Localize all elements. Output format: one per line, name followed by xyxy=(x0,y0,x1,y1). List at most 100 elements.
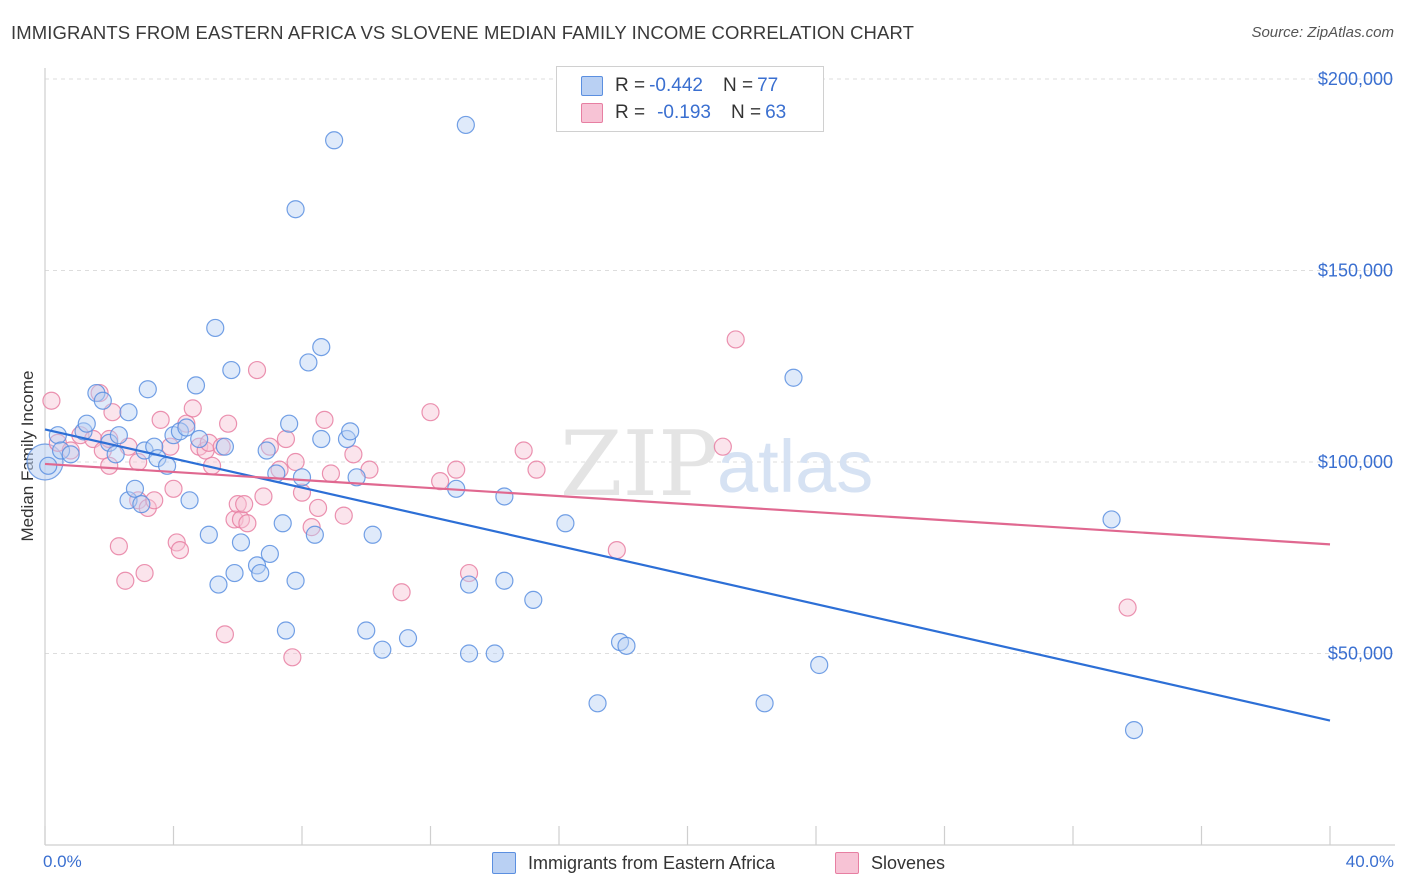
data-point xyxy=(254,487,273,506)
data-point xyxy=(116,571,135,590)
data-point xyxy=(524,590,543,609)
data-point xyxy=(100,456,119,475)
y-tick-label: $200,000 xyxy=(1318,69,1393,89)
data-point xyxy=(177,418,196,437)
data-point xyxy=(39,456,58,475)
data-point xyxy=(308,498,328,518)
data-point xyxy=(713,437,732,456)
data-point xyxy=(495,571,514,590)
data-point xyxy=(42,391,61,410)
data-point xyxy=(286,452,305,472)
data-point xyxy=(280,414,299,433)
data-point xyxy=(312,429,331,449)
data-point xyxy=(225,563,244,583)
data-point xyxy=(459,575,479,594)
data-point xyxy=(251,563,270,583)
data-point xyxy=(305,525,324,544)
legend-row-blue: R = -0.442 N = 77 xyxy=(581,74,778,98)
data-point xyxy=(257,441,276,460)
n-label: N = xyxy=(730,102,762,123)
r-label: R = xyxy=(615,102,646,123)
data-point xyxy=(421,403,440,422)
data-point xyxy=(325,131,344,150)
pink-swatch xyxy=(581,103,603,123)
data-point xyxy=(334,506,353,525)
data-point xyxy=(61,441,80,460)
data-point xyxy=(312,338,331,357)
data-point xyxy=(1124,720,1144,740)
data-point xyxy=(215,437,234,456)
data-point xyxy=(588,694,607,713)
data-point xyxy=(810,655,829,675)
data-point xyxy=(514,441,533,460)
data-point xyxy=(222,360,241,380)
n-label: N = xyxy=(722,75,754,96)
trend-line xyxy=(44,462,1331,546)
data-point xyxy=(132,495,151,514)
data-point xyxy=(344,445,363,464)
y-tick-label: $50,000 xyxy=(1328,644,1393,664)
data-point xyxy=(228,495,247,514)
x-tick-min: 0.0% xyxy=(43,852,82,871)
data-point xyxy=(77,414,96,433)
data-point xyxy=(48,426,67,445)
data-point xyxy=(447,460,466,479)
data-point xyxy=(164,479,183,498)
data-point xyxy=(180,491,199,510)
data-point xyxy=(125,479,145,498)
data-point xyxy=(726,330,745,349)
chart-title: IMMIGRANTS FROM EASTERN AFRICA VS SLOVEN… xyxy=(11,22,914,43)
cluster-point xyxy=(26,443,64,481)
data-point xyxy=(109,426,128,445)
blue-swatch xyxy=(581,76,603,96)
data-point xyxy=(276,429,296,449)
data-point xyxy=(260,544,279,564)
data-point xyxy=(209,575,228,594)
data-point xyxy=(106,445,125,464)
data-point xyxy=(61,445,80,464)
data-point xyxy=(199,525,218,544)
watermark-atlas: atlas xyxy=(717,425,873,508)
x-tick-max: 40.0% xyxy=(1345,852,1394,871)
r-value: -0.442 xyxy=(649,75,703,96)
data-point xyxy=(109,537,128,556)
data-point xyxy=(347,468,366,487)
data-point xyxy=(321,464,341,483)
data-point xyxy=(755,694,774,713)
data-point xyxy=(235,495,254,514)
r-label: R = xyxy=(615,75,646,96)
correlation-legend: R = -0.442 N = 77 R = -0.193 N = 63 xyxy=(556,66,824,132)
data-point xyxy=(276,621,296,640)
data-point xyxy=(247,360,267,380)
data-point xyxy=(398,629,418,648)
data-point xyxy=(292,468,312,487)
data-point xyxy=(183,399,202,418)
n-value: 63 xyxy=(765,102,787,123)
data-point xyxy=(206,318,225,338)
data-point xyxy=(341,422,360,441)
legend-item-slovenes: Slovenes xyxy=(835,852,945,874)
y-tick-label: $100,000 xyxy=(1318,452,1393,472)
data-point xyxy=(1118,598,1137,617)
r-value: -0.193 xyxy=(657,102,711,123)
data-point xyxy=(286,200,305,219)
pink-swatch xyxy=(835,852,859,874)
data-point xyxy=(784,368,803,387)
data-point xyxy=(190,429,209,449)
data-point xyxy=(363,525,382,544)
data-point xyxy=(151,410,170,429)
data-point xyxy=(392,583,411,602)
data-point xyxy=(456,115,475,135)
data-point xyxy=(283,648,302,667)
data-point xyxy=(238,514,257,533)
data-point xyxy=(373,640,392,659)
data-point xyxy=(219,414,238,433)
data-point xyxy=(286,571,305,590)
legend-row-pink: R = -0.193 N = 63 xyxy=(581,101,786,125)
data-point xyxy=(431,472,450,491)
data-point xyxy=(119,403,138,422)
data-point xyxy=(617,636,636,655)
data-point xyxy=(215,625,234,644)
data-point xyxy=(495,487,514,506)
data-point xyxy=(299,353,318,372)
